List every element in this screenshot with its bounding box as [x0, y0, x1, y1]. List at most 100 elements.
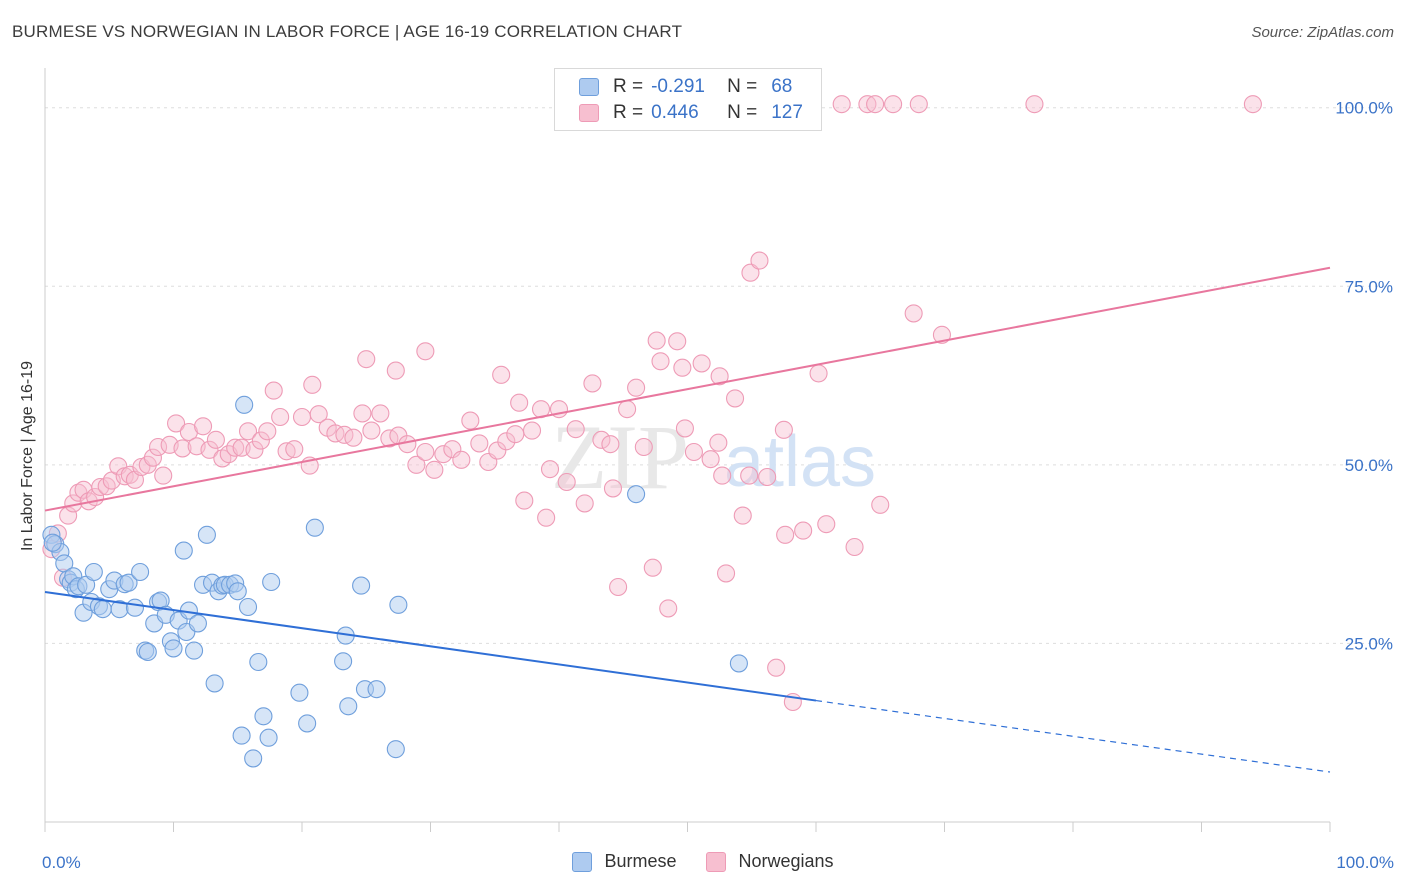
- norwegian-point: [609, 577, 628, 597]
- legend-item-norwegians[interactable]: Norwegians: [706, 851, 834, 872]
- burmese-point: [197, 525, 216, 544]
- burmese-point: [84, 562, 103, 582]
- norwegian-point: [866, 95, 885, 114]
- norwegian-point: [434, 445, 453, 464]
- norwegian-point: [285, 440, 304, 459]
- burmese-point: [93, 600, 112, 619]
- norwegian-point: [1243, 95, 1262, 114]
- axes: [44, 68, 1331, 832]
- norwegian-point: [238, 422, 258, 441]
- norwegian-swatch: [579, 104, 599, 122]
- burmese-point: [259, 728, 278, 747]
- norwegian-point: [741, 263, 760, 282]
- burmese-point: [238, 597, 258, 617]
- norwegian-point: [264, 381, 283, 400]
- norwegian-point: [884, 95, 903, 114]
- burmese-point: [729, 654, 748, 673]
- burmese-point: [119, 573, 138, 592]
- norwegian-point: [344, 428, 363, 447]
- norwegian-point: [904, 304, 923, 323]
- norwegian-point: [817, 515, 836, 534]
- norwegian-point: [647, 331, 666, 350]
- series-legend: Burmese Norwegians: [0, 851, 1406, 872]
- norwegian-point: [1025, 95, 1044, 114]
- y-axis-title: In Labor Force | Age 16-19: [19, 360, 36, 552]
- burmese-point: [389, 595, 408, 614]
- norwegian-point: [173, 439, 192, 458]
- legend-label-norwegians: Norwegians: [738, 851, 834, 871]
- norwegian-point: [832, 95, 851, 114]
- norwegian-point: [149, 437, 168, 457]
- burmese-point: [138, 642, 157, 662]
- norwegian-point: [673, 358, 692, 377]
- norwegian-point: [226, 438, 245, 457]
- norwegian-point: [733, 506, 752, 525]
- trend-lines: [44, 266, 1331, 773]
- norwegian-point: [713, 466, 732, 485]
- burmese-point: [367, 680, 386, 699]
- burmese-trend-extension: [815, 699, 1331, 773]
- norwegian-point: [416, 342, 435, 361]
- norwegian-point: [701, 450, 720, 469]
- norwegian-point: [725, 389, 745, 408]
- norwegian-point: [684, 442, 703, 462]
- norwegian-points: [42, 95, 1262, 712]
- norwegian-point: [668, 332, 687, 351]
- norwegian-point: [362, 421, 381, 440]
- norwegian-point: [618, 400, 637, 419]
- norwegian-point: [634, 437, 653, 457]
- burmese-point: [228, 582, 247, 601]
- burmese-point: [235, 395, 254, 414]
- norwegian-point: [407, 455, 426, 474]
- chart-title: BURMESE VS NORWEGIAN IN LABOR FORCE | AG…: [12, 22, 683, 41]
- norwegian-point: [416, 442, 435, 462]
- norwegian-point: [651, 352, 670, 371]
- norwegian-point: [643, 558, 662, 577]
- legend-row-norwegian: R = 0.446 N = 127: [579, 101, 803, 125]
- legend-item-burmese[interactable]: Burmese: [572, 851, 676, 872]
- norwegian-point: [497, 432, 516, 451]
- norwegian-point: [740, 466, 759, 485]
- norwegian-point: [194, 417, 213, 436]
- norwegian-point: [309, 405, 328, 424]
- norwegian-point: [510, 393, 529, 412]
- norwegian-point: [522, 421, 542, 440]
- norwegian-point: [601, 435, 620, 454]
- norwegian-point: [506, 425, 525, 444]
- norwegian-point: [425, 460, 444, 479]
- norwegian-point: [470, 434, 489, 453]
- r-value: -0.291: [651, 76, 705, 97]
- norwegian-point: [692, 354, 711, 373]
- norwegian-point: [710, 367, 729, 386]
- norwegian-point: [303, 375, 322, 394]
- r-label: R =: [613, 102, 644, 123]
- burmese-point: [249, 652, 268, 672]
- burmese-point: [305, 518, 324, 537]
- norwegian-point: [845, 537, 864, 557]
- burmese-point: [164, 639, 183, 658]
- norwegian-point: [353, 404, 372, 423]
- norwegian-point: [750, 251, 769, 270]
- y-tick-label: 100.0%: [1335, 99, 1393, 118]
- burmese-point: [290, 683, 309, 702]
- norwegian-point: [603, 479, 623, 498]
- norwegian-point: [932, 325, 951, 344]
- norwegian-point: [675, 419, 694, 438]
- norwegian-point: [583, 374, 602, 393]
- legend-row-burmese: R = -0.291 N = 68: [579, 75, 792, 99]
- norwegian-point: [206, 430, 225, 449]
- burmese-swatch: [572, 851, 593, 872]
- norwegian-point: [167, 414, 186, 433]
- burmese-point: [185, 641, 204, 660]
- norwegian-point: [386, 361, 405, 380]
- norwegian-point: [794, 521, 813, 540]
- norwegian-point: [871, 495, 890, 514]
- y-tick-label: 25.0%: [1345, 634, 1393, 653]
- norwegian-trend-line: [44, 266, 1331, 512]
- burmese-point: [298, 714, 317, 733]
- y-tick-label: 50.0%: [1345, 456, 1393, 475]
- y-tick-label: 75.0%: [1345, 277, 1393, 296]
- norwegian-point: [774, 420, 793, 439]
- watermark: ZIP atlas: [551, 406, 876, 508]
